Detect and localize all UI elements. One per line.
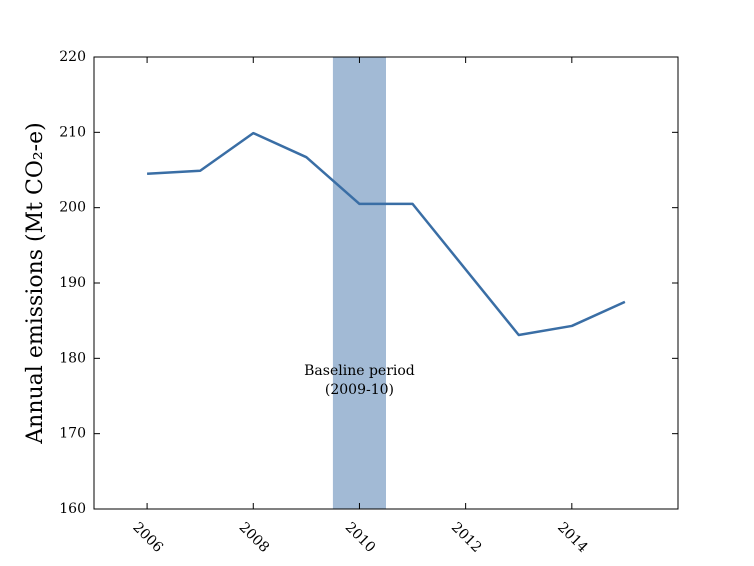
x-tick-label: 2012: [448, 519, 485, 556]
plot-frame: [93, 56, 679, 510]
x-tick-label: 2008: [236, 519, 273, 556]
y-axis-label: Annual emissions (Mt CO₂-e): [23, 122, 48, 444]
data-line: [147, 131, 626, 337]
annotation: (2009-10): [325, 382, 394, 398]
annotation: Baseline period: [304, 363, 415, 379]
y-tick-label: 200: [59, 200, 86, 216]
y-tick-label: 180: [59, 350, 86, 366]
y-tick-label: 210: [59, 124, 86, 140]
x-tick-label: 2006: [129, 519, 166, 556]
y-tick-label: 190: [59, 275, 86, 291]
x-tick-label: 2014: [554, 519, 591, 556]
y-tick-label: 160: [59, 501, 86, 517]
y-tick-label: 220: [59, 49, 86, 65]
x-tick-label: 2010: [342, 519, 379, 556]
shaded-span: [332, 57, 386, 509]
y-tick-label: 170: [59, 426, 86, 442]
